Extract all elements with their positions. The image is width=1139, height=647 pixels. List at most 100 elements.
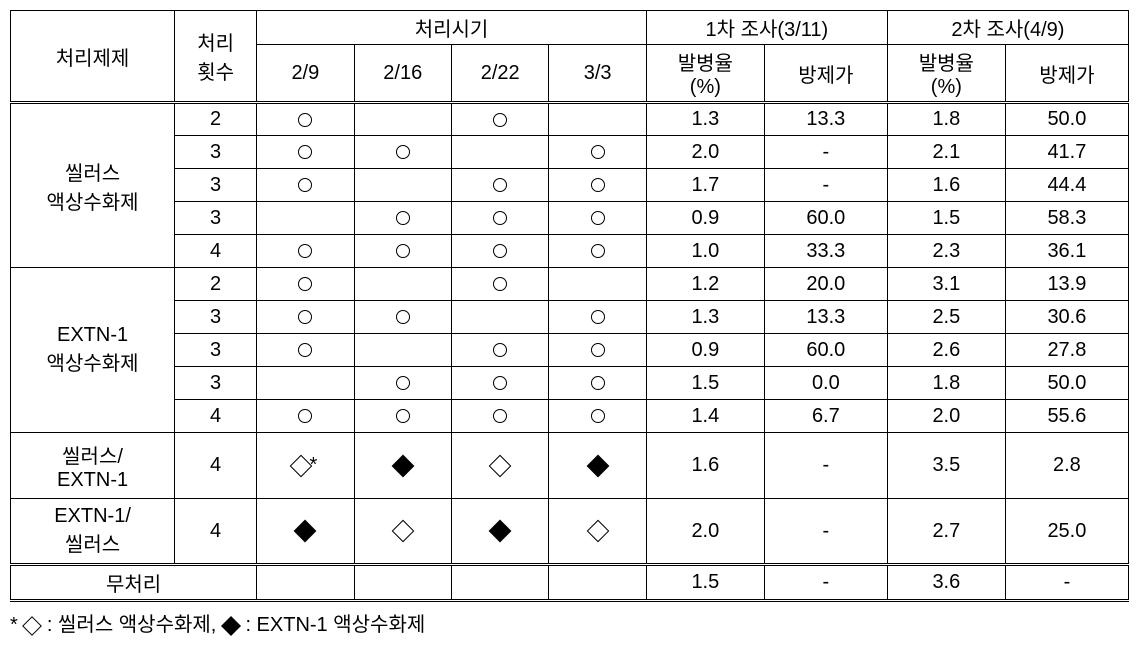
mark-cell	[549, 499, 646, 565]
circle-icon	[493, 211, 507, 225]
treatment-name: EXTN-1 액상수화제	[11, 268, 175, 433]
s2-rate-cell: 2.6	[887, 334, 1005, 367]
count-cell: 4	[175, 499, 257, 565]
s1-rate-cell: 1.6	[646, 433, 764, 499]
s2-ctrl-cell: 2.8	[1005, 433, 1128, 499]
mark-cell	[257, 268, 354, 301]
s2-ctrl-cell: 30.6	[1005, 301, 1128, 334]
circle-icon	[298, 310, 312, 324]
table-row: 씰러스/ EXTN-14*1.6-3.52.8	[11, 433, 1129, 499]
mark-cell	[549, 169, 646, 202]
s2-ctrl-cell: 50.0	[1005, 367, 1128, 400]
circle-icon	[396, 211, 410, 225]
count-cell: 3	[175, 334, 257, 367]
circle-icon	[493, 113, 507, 127]
mark-cell	[354, 499, 451, 565]
circle-icon	[298, 409, 312, 423]
table-body: 씰러스 액상수화제21.313.31.850.032.0-2.141.731.7…	[11, 103, 1129, 601]
mark-cell	[451, 334, 548, 367]
count-cell: 4	[175, 433, 257, 499]
mark-cell	[257, 367, 354, 400]
s1-ctrl-cell: 13.3	[764, 103, 887, 136]
s2-rate-cell: 2.5	[887, 301, 1005, 334]
s1-ctrl-cell: -	[764, 499, 887, 565]
s2-ctrl-cell: 50.0	[1005, 103, 1128, 136]
mark-cell	[257, 499, 354, 565]
mark-cell	[257, 235, 354, 268]
mark-cell	[354, 301, 451, 334]
mark-cell	[257, 136, 354, 169]
mark-cell	[257, 400, 354, 433]
s1-ctrl-cell: 13.3	[764, 301, 887, 334]
s2-rate-cell: 1.8	[887, 103, 1005, 136]
mark-cell	[549, 103, 646, 136]
header-date-1: 2/16	[354, 45, 451, 103]
footnote: * : 씰러스 액상수화제, : EXTN-1 액상수화제	[10, 608, 1129, 637]
s2-rate-cell: 3.5	[887, 433, 1005, 499]
circle-icon	[493, 409, 507, 423]
count-cell: 4	[175, 235, 257, 268]
s1-ctrl-cell: 0.0	[764, 367, 887, 400]
data-table: 처리제제 처리 횟수 처리시기 1차 조사(3/11) 2차 조사(4/9) 2…	[10, 10, 1129, 602]
s1-rate-cell: 2.0	[646, 499, 764, 565]
mark-cell	[549, 367, 646, 400]
mark-cell	[354, 169, 451, 202]
mark-cell	[549, 136, 646, 169]
count-cell: 3	[175, 169, 257, 202]
table-row: EXTN-1 액상수화제21.220.03.113.9	[11, 268, 1129, 301]
mark-cell	[354, 202, 451, 235]
mark-cell	[451, 103, 548, 136]
diamond-empty-icon	[586, 520, 609, 543]
table-row: 41.033.32.336.1	[11, 235, 1129, 268]
s1-ctrl-cell: -	[764, 565, 887, 601]
mark-cell	[354, 235, 451, 268]
s1-rate-cell: 0.9	[646, 334, 764, 367]
s2-rate-cell: 1.8	[887, 367, 1005, 400]
header-incidence-1: 발병율 (%)	[646, 45, 764, 103]
mark-cell	[549, 268, 646, 301]
mark-cell	[257, 202, 354, 235]
s1-ctrl-cell: 20.0	[764, 268, 887, 301]
treatment-name: 무처리	[11, 565, 257, 601]
header-date-2: 2/22	[451, 45, 548, 103]
s1-rate-cell: 1.5	[646, 367, 764, 400]
circle-icon	[298, 145, 312, 159]
mark-cell	[451, 202, 548, 235]
s2-ctrl-cell: 36.1	[1005, 235, 1128, 268]
mark-cell	[451, 136, 548, 169]
circle-icon	[591, 343, 605, 357]
s1-ctrl-cell: -	[764, 433, 887, 499]
circle-icon	[396, 376, 410, 390]
treatment-name: 씰러스 액상수화제	[11, 103, 175, 268]
circle-icon	[298, 244, 312, 258]
diamond-empty-icon	[22, 616, 42, 636]
diamond-filled-icon	[586, 454, 609, 477]
s2-rate-cell: 1.6	[887, 169, 1005, 202]
mark-cell	[354, 565, 451, 601]
table-row: 30.960.02.627.8	[11, 334, 1129, 367]
s2-ctrl-cell: -	[1005, 565, 1128, 601]
circle-icon	[493, 277, 507, 291]
mark-cell	[451, 400, 548, 433]
header-count: 처리 횟수	[175, 11, 257, 103]
s1-ctrl-cell: -	[764, 136, 887, 169]
table-row: 씰러스 액상수화제21.313.31.850.0	[11, 103, 1129, 136]
mark-cell	[451, 169, 548, 202]
circle-icon	[591, 244, 605, 258]
table-row: 32.0-2.141.7	[11, 136, 1129, 169]
mark-cell	[451, 268, 548, 301]
diamond-filled-icon	[294, 520, 317, 543]
table-row: 41.46.72.055.6	[11, 400, 1129, 433]
s2-rate-cell: 2.0	[887, 400, 1005, 433]
s1-ctrl-cell: 60.0	[764, 202, 887, 235]
s1-ctrl-cell: 33.3	[764, 235, 887, 268]
mark-cell	[549, 400, 646, 433]
mark-cell	[257, 301, 354, 334]
mark-cell	[451, 235, 548, 268]
circle-icon	[298, 343, 312, 357]
s2-rate-cell: 2.1	[887, 136, 1005, 169]
mark-cell	[257, 103, 354, 136]
header-incidence-2: 발병율 (%)	[887, 45, 1005, 103]
circle-icon	[396, 310, 410, 324]
mark-cell	[451, 565, 548, 601]
